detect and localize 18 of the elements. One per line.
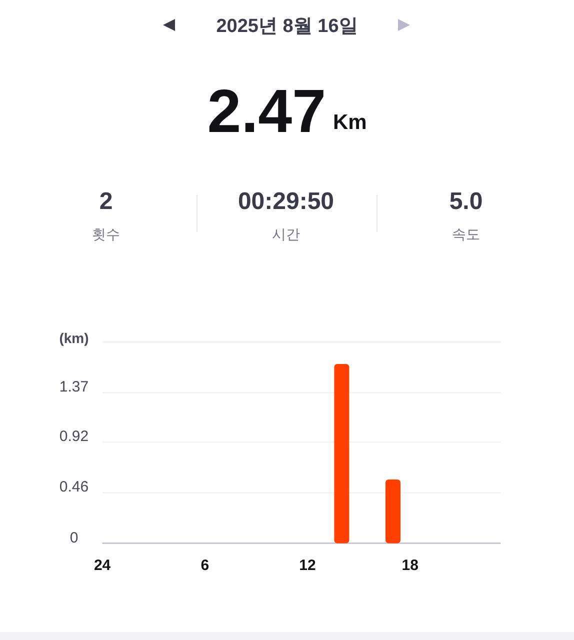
text: 2.47	[207, 77, 326, 145]
text: 5.0	[449, 188, 483, 215]
text: Km	[333, 111, 367, 134]
x-tick-label: 24	[94, 557, 112, 574]
y-tick-label: 0.46	[59, 478, 89, 496]
x-tick-label: 12	[299, 557, 316, 574]
text: 횟수	[92, 226, 120, 242]
x-tick-label: 6	[200, 557, 210, 574]
text: 속도	[452, 226, 480, 242]
y-tick-label: 1.37	[59, 378, 89, 396]
y-tick-label: 0.92	[59, 428, 89, 446]
text: 2	[99, 188, 113, 215]
y-tick-label: 0	[70, 529, 78, 546]
chart-title: 2025년 8월 16일	[216, 16, 358, 37]
y-axis-title: (km)	[59, 330, 89, 346]
x-tick-label: 18	[402, 557, 418, 574]
text: 시간	[272, 226, 300, 242]
text: 00:29:50	[238, 188, 334, 215]
